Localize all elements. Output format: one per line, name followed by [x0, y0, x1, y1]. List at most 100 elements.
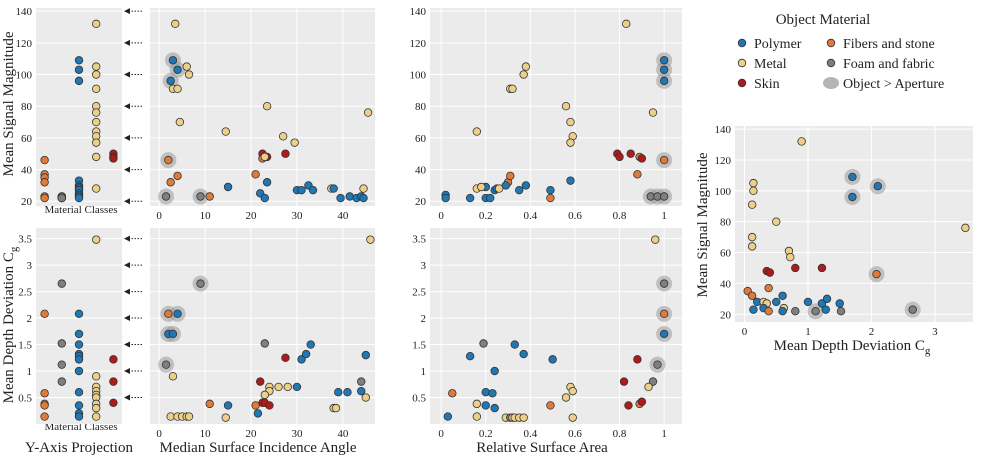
legend-title: Object Material [776, 12, 871, 28]
point-skin [256, 377, 265, 386]
point-polymer [659, 56, 669, 65]
projection-bottom: 0.5 1 1.5 2 2.5 3 3.5 [18, 228, 142, 424]
legend-marker [737, 78, 747, 88]
arrow-head-icon [124, 8, 130, 15]
point-metal [648, 108, 658, 117]
point-polymer [749, 305, 758, 314]
point-polymer [519, 349, 528, 359]
y-tick-label: 1 [421, 366, 427, 378]
panel-bg [150, 8, 375, 206]
y-tick-label: 120 [715, 155, 732, 167]
point-polymer [441, 193, 450, 203]
point-polymer [486, 193, 495, 203]
projection-point [57, 279, 66, 288]
point-metal [568, 413, 577, 422]
point-metal [173, 84, 182, 93]
point-polymer [292, 382, 302, 392]
projection-point [74, 366, 84, 376]
projection-point [109, 355, 118, 364]
point-metal [747, 242, 757, 251]
aperture-legend-icon [823, 77, 839, 89]
x-tick-label: 0 [742, 326, 748, 338]
point-foam-and-fabric [161, 360, 171, 369]
x-label-angle: Median Surface Incidence Angle [160, 440, 357, 456]
projection-point [91, 138, 101, 147]
point-polymer [260, 193, 269, 203]
legend-label: Metal [754, 57, 787, 72]
point-polymer [835, 299, 844, 308]
y-label-bottom-main: Mean Depth Deviation C [1, 252, 17, 403]
point-polymer [772, 297, 781, 307]
projection-point [74, 388, 84, 397]
point-foam-and-fabric [908, 305, 917, 314]
point-polymer [308, 185, 318, 195]
projection-point [74, 355, 84, 364]
point-foam-and-fabric [659, 192, 669, 201]
x-tick-label: 40 [337, 428, 349, 440]
y-tick-label: 1.5 [18, 340, 32, 352]
legend-label: Skin [754, 77, 780, 92]
projection-point [57, 377, 66, 386]
point-fibers-and-stone [173, 171, 182, 181]
point-foam-and-fabric [811, 306, 820, 316]
arrow-head-icon [124, 235, 130, 242]
y-tick-label: 2 [27, 313, 33, 325]
arrow-head-icon [124, 166, 130, 173]
point-fibers-and-stone [764, 306, 773, 316]
point-fibers-and-stone [251, 401, 260, 410]
point-metal [260, 390, 269, 400]
projection-top: 20 40 60 80 100 120 140 [16, 6, 142, 208]
point-skin [637, 397, 647, 406]
y-tick-label: 0.5 [412, 393, 426, 405]
point-metal [797, 137, 806, 146]
point-metal [184, 70, 194, 79]
point-metal [508, 84, 517, 93]
projection-point [74, 412, 84, 421]
point-metal [494, 184, 504, 193]
x-tick-label: 0 [156, 210, 162, 222]
y-tick-label: 60 [21, 133, 33, 145]
point-skin [637, 154, 647, 163]
projection-point [40, 309, 49, 319]
point-metal [175, 117, 185, 127]
point-foam-and-fabric [357, 377, 366, 386]
point-polymer [510, 340, 519, 349]
projection-point [91, 372, 101, 381]
projection-point [109, 154, 118, 163]
x-tick-label: 0 [156, 428, 162, 440]
point-polymer [848, 172, 857, 182]
x-tick-label: 0.6 [568, 428, 582, 440]
projection-point [74, 193, 84, 203]
point-metal [260, 152, 269, 162]
arrow-head-icon [124, 198, 130, 205]
projection-point [40, 401, 49, 410]
point-fibers-and-stone [872, 269, 881, 279]
point-skin [624, 401, 633, 410]
legend-label: Fibers and stone [843, 37, 935, 52]
y-tick-label: 100 [16, 70, 33, 82]
panel-angle-signal: 0 10 20 30 40 [150, 8, 375, 222]
arrow-head-icon [124, 39, 130, 46]
point-fibers-and-stone [251, 170, 260, 179]
point-metal [519, 70, 528, 79]
x-tick-label: 40 [337, 210, 349, 222]
projection-point [91, 184, 101, 193]
arrow-head-icon [124, 315, 130, 322]
arrow-head-icon [124, 103, 130, 110]
projection-point [91, 412, 101, 421]
y-tick-label: 20 [21, 196, 33, 208]
arrow-head-icon [124, 341, 130, 348]
point-polymer [343, 388, 352, 397]
projection-point [40, 155, 49, 165]
projection-point [74, 401, 84, 410]
point-metal [521, 62, 531, 71]
y-tick-label: 100 [410, 70, 427, 82]
point-polymer [345, 192, 354, 201]
point-polymer [173, 309, 182, 319]
projection-point [91, 235, 101, 244]
point-polymer [173, 65, 182, 74]
projection-point [74, 65, 84, 74]
x-tick-label: 20 [246, 428, 258, 440]
projection-point [74, 329, 84, 339]
